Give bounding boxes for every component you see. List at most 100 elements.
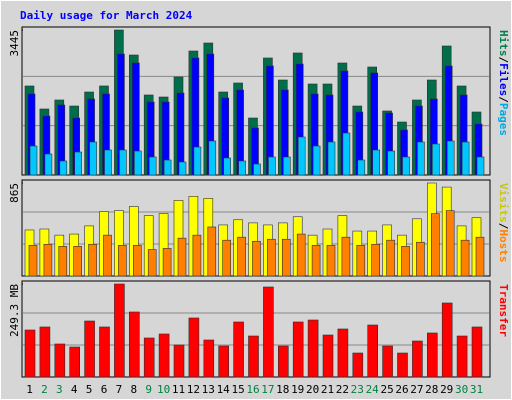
bar <box>114 283 125 378</box>
bar <box>237 236 246 277</box>
bar <box>233 321 244 378</box>
bar <box>430 213 440 277</box>
bar <box>417 141 425 176</box>
bar <box>401 246 410 277</box>
bar <box>367 324 379 378</box>
y-tick-label: 865 <box>8 183 21 203</box>
bar <box>386 239 395 277</box>
x-tick-label: 17 <box>261 383 274 396</box>
bar <box>282 156 291 176</box>
bar <box>397 352 408 378</box>
bar <box>89 141 97 176</box>
bar <box>193 146 202 176</box>
x-tick-label: 5 <box>86 383 93 396</box>
bar <box>461 141 470 176</box>
x-tick-label: 18 <box>276 383 289 396</box>
legend-separator: / <box>497 223 510 230</box>
legend-entry: Hits <box>497 30 510 57</box>
bar <box>238 160 246 176</box>
x-tick-label: 29 <box>440 383 453 396</box>
bar <box>58 246 68 277</box>
chart-title: Daily usage for March 2024 <box>20 9 193 22</box>
bar <box>218 345 229 378</box>
x-tick-label: 23 <box>351 383 364 396</box>
bar <box>54 343 66 378</box>
bar <box>337 328 349 378</box>
bar <box>43 243 53 277</box>
bar <box>84 320 95 378</box>
bar <box>59 160 68 176</box>
bar <box>253 163 261 176</box>
x-tick-label: 2 <box>41 383 48 396</box>
bar <box>445 210 455 277</box>
bar <box>28 245 38 277</box>
x-tick-label: 13 <box>202 383 215 396</box>
legend-entry: Visits <box>497 183 510 223</box>
x-tick-label: 9 <box>145 383 152 396</box>
bar <box>312 145 321 176</box>
bar <box>326 245 336 277</box>
bar <box>134 150 142 176</box>
x-tick-label: 28 <box>425 383 438 396</box>
bar <box>208 140 217 176</box>
bar <box>357 159 366 176</box>
legend-separator: / <box>497 96 510 103</box>
bar <box>103 234 112 277</box>
legend-entry: Files <box>497 63 510 96</box>
x-tick-label: 11 <box>172 383 185 396</box>
bar <box>177 237 187 277</box>
bar <box>416 241 425 277</box>
bar <box>147 249 157 277</box>
bar <box>29 145 38 176</box>
bar <box>162 248 172 277</box>
x-tick-label: 15 <box>231 383 244 396</box>
bar <box>441 302 453 378</box>
bar <box>292 321 304 378</box>
bar <box>371 243 381 277</box>
bar <box>192 234 202 277</box>
bar <box>341 236 351 277</box>
bar <box>402 156 410 176</box>
bar <box>203 339 215 378</box>
x-tick-label: 24 <box>366 383 380 396</box>
bar <box>297 136 306 176</box>
bar <box>222 239 231 277</box>
bar <box>99 326 110 378</box>
bar <box>426 332 438 378</box>
x-tick-label: 3 <box>56 383 63 396</box>
x-tick-label: 6 <box>101 383 108 396</box>
bar <box>74 151 82 176</box>
bar <box>267 238 276 277</box>
bar <box>88 243 97 277</box>
bar <box>342 132 351 176</box>
bar <box>143 337 155 378</box>
x-tick-label: 1 <box>26 383 33 396</box>
bar <box>223 157 231 176</box>
bar <box>69 346 80 378</box>
x-tick-label: 21 <box>321 383 334 396</box>
x-tick-label: 27 <box>410 383 423 396</box>
bar <box>263 286 274 378</box>
bar <box>268 156 276 176</box>
bar <box>129 311 140 378</box>
bar <box>311 245 321 277</box>
x-tick-label: 12 <box>187 383 200 396</box>
x-tick-label: 14 <box>217 383 231 396</box>
bar <box>281 238 291 277</box>
x-tick-label: 10 <box>157 383 170 396</box>
bar <box>248 335 259 378</box>
bar <box>104 149 112 176</box>
x-tick-label: 4 <box>71 383 78 396</box>
bar <box>456 335 468 378</box>
x-tick-label: 31 <box>470 383 483 396</box>
bar <box>327 141 336 176</box>
x-tick-label: 26 <box>395 383 408 396</box>
bar <box>178 161 187 176</box>
bar <box>119 149 127 176</box>
bar <box>322 334 334 378</box>
bar <box>476 156 485 176</box>
bar <box>460 239 470 277</box>
x-tick-label: 16 <box>246 383 259 396</box>
legend-entry: Transfer <box>497 284 510 337</box>
